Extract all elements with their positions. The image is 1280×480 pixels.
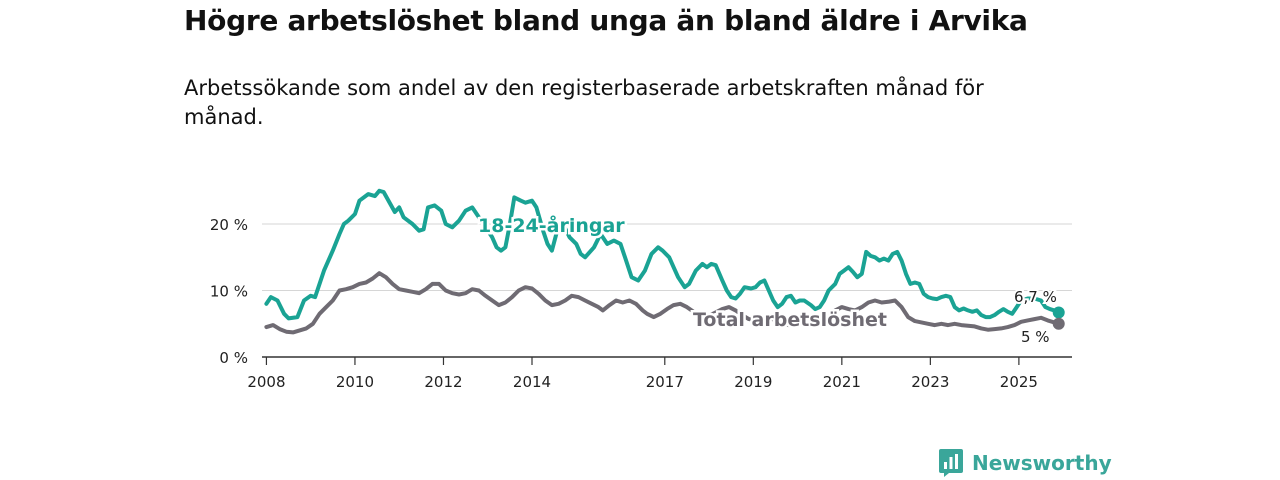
series-line-youth bbox=[264, 188, 1061, 321]
axis-layer: 0 % 10 % 20 % 2008 2010 2012 2014 2017 2019 2021 2… bbox=[210, 216, 1072, 391]
x-tick-label: 2023 bbox=[911, 373, 949, 391]
series-endpoint-total bbox=[1052, 317, 1065, 330]
series-label-total: Total arbetslöshet bbox=[693, 309, 887, 331]
x-tick-label: 2010 bbox=[336, 373, 374, 391]
newsworthy-brand[interactable]: Newsworthy bbox=[938, 448, 1112, 478]
label-layer: 18-24-åringar Total arbetslöshet 6,7 % 5 % bbox=[476, 211, 1059, 349]
x-tick-label: 2025 bbox=[1000, 373, 1038, 391]
series-label-youth: 18-24-åringar bbox=[478, 213, 625, 237]
x-tick-label: 2014 bbox=[513, 373, 551, 391]
x-tick-label: 2008 bbox=[247, 373, 285, 391]
newsworthy-logo-icon bbox=[939, 449, 963, 477]
series-endpoint-youth bbox=[1052, 306, 1065, 319]
end-value-youth: 6,7 % bbox=[1014, 288, 1057, 306]
brand-name: Newsworthy bbox=[972, 451, 1112, 475]
y-tick-label: 10 % bbox=[210, 283, 248, 301]
chart-subtitle: Arbetssökande som andel av den registerb… bbox=[184, 76, 984, 129]
x-tick-label: 2012 bbox=[424, 373, 462, 391]
y-tick-label: 0 % bbox=[219, 349, 248, 367]
x-tick-label: 2019 bbox=[734, 373, 772, 391]
chart-title: Högre arbetslöshet bland unga än bland ä… bbox=[184, 4, 1028, 37]
grid-layer bbox=[262, 223, 1072, 291]
series-layer bbox=[264, 188, 1065, 335]
end-value-total: 5 % bbox=[1021, 328, 1050, 346]
y-tick-label: 20 % bbox=[210, 216, 248, 234]
x-tick-label: 2017 bbox=[646, 373, 684, 391]
series-line-total bbox=[264, 271, 1061, 335]
x-tick-label: 2021 bbox=[823, 373, 861, 391]
